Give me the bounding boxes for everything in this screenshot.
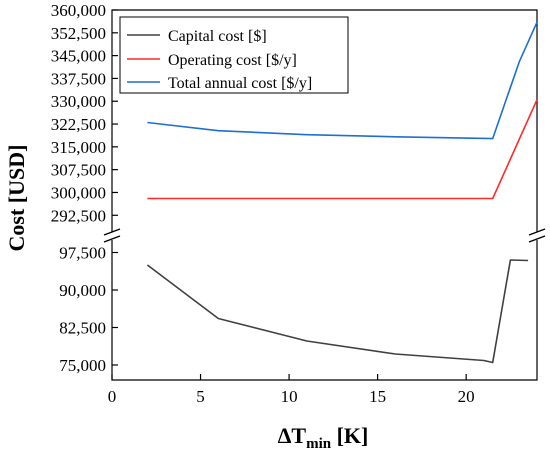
legend-label-total: Total annual cost [$/y] [168, 75, 312, 92]
x-axis-title-subscript: min [306, 436, 332, 452]
total-annual-cost-line [147, 21, 538, 140]
y-tick-label: 337,500 [51, 69, 106, 88]
y-tick-label: 315,000 [51, 138, 106, 157]
x-axis-title-unit: [K] [331, 423, 368, 448]
axis-break-marks [103, 228, 546, 243]
x-tick-label: 0 [108, 387, 117, 406]
y-tick-label: 82,500 [59, 319, 106, 338]
y-tick-label: 330,000 [51, 92, 106, 111]
x-tick-label: 5 [196, 387, 205, 406]
capital-cost-line [146, 259, 529, 364]
x-tick-label: 20 [458, 387, 475, 406]
x-axis-title-main: ΔT [278, 423, 307, 448]
legend-box [119, 16, 349, 94]
upper-y-axis: 292,500 300,000 307,500 315,000 322,500 330,0… [51, 1, 118, 225]
y-tick-label: 300,000 [51, 183, 106, 202]
y-tick-label: 75,000 [59, 356, 106, 375]
x-tick-label: 15 [369, 387, 386, 406]
lower-y-axis: 75,000 82,500 90,000 97,500 [59, 244, 118, 375]
y-tick-label: 292,500 [51, 206, 106, 225]
y-tick-label: 345,000 [51, 47, 106, 66]
x-axis-title: ΔTmin [K] [278, 423, 369, 452]
y-tick-label: 307,500 [51, 161, 106, 180]
operating-cost-line [147, 99, 538, 200]
y-tick-label: 352,500 [51, 24, 106, 43]
lower-panel-frame [111, 240, 538, 381]
y-axis-title: Cost [USD] [4, 145, 29, 252]
y-tick-label: 97,500 [59, 244, 106, 263]
legend: Capital cost [$] Operating cost [$/y] To… [119, 16, 349, 94]
legend-label-operating: Operating cost [$/y] [168, 52, 297, 69]
x-tick-label: 10 [281, 387, 298, 406]
x-axis: 0 5 10 15 20 [108, 374, 475, 406]
legend-label-capital: Capital cost [$] [168, 28, 267, 45]
y-tick-label: 360,000 [51, 1, 106, 20]
upper-panel-frame [111, 9, 538, 232]
y-tick-label: 322,500 [51, 115, 106, 134]
y-tick-label: 90,000 [59, 281, 106, 300]
series-layer [146, 21, 538, 364]
